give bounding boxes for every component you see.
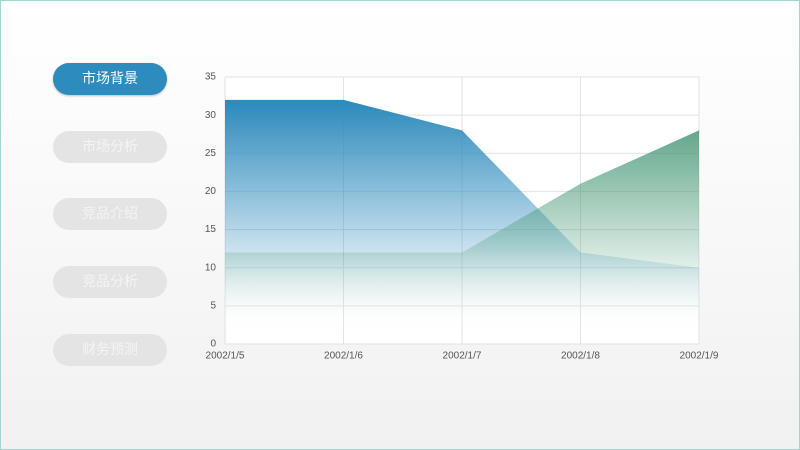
- y-tick-label: 25: [205, 148, 217, 159]
- menu-button[interactable]: 市场分析: [53, 130, 167, 163]
- area: [225, 130, 699, 344]
- x-tick-label: 2002/1/8: [561, 351, 600, 362]
- menu-button[interactable]: 竞品介绍: [53, 198, 167, 231]
- y-tick-label: 10: [205, 262, 217, 273]
- menu-button[interactable]: 市场背景: [53, 63, 167, 95]
- x-tick-label: 2002/1/7: [443, 351, 482, 362]
- x-tick-label: 2002/1/5: [206, 351, 245, 362]
- y-tick-label: 0: [210, 339, 216, 350]
- y-tick-label: 5: [210, 300, 216, 311]
- menu-button[interactable]: 财务预测: [53, 333, 167, 366]
- menu-button[interactable]: 竞品分析: [53, 266, 167, 299]
- y-tick-label: 20: [205, 186, 217, 197]
- y-tick-label: 35: [205, 72, 217, 83]
- y-tick-label: 15: [205, 224, 217, 235]
- y-tick-label: 30: [205, 110, 217, 121]
- x-tick-label: 2002/1/6: [324, 351, 363, 362]
- x-tick-label: 2002/1/9: [680, 351, 719, 362]
